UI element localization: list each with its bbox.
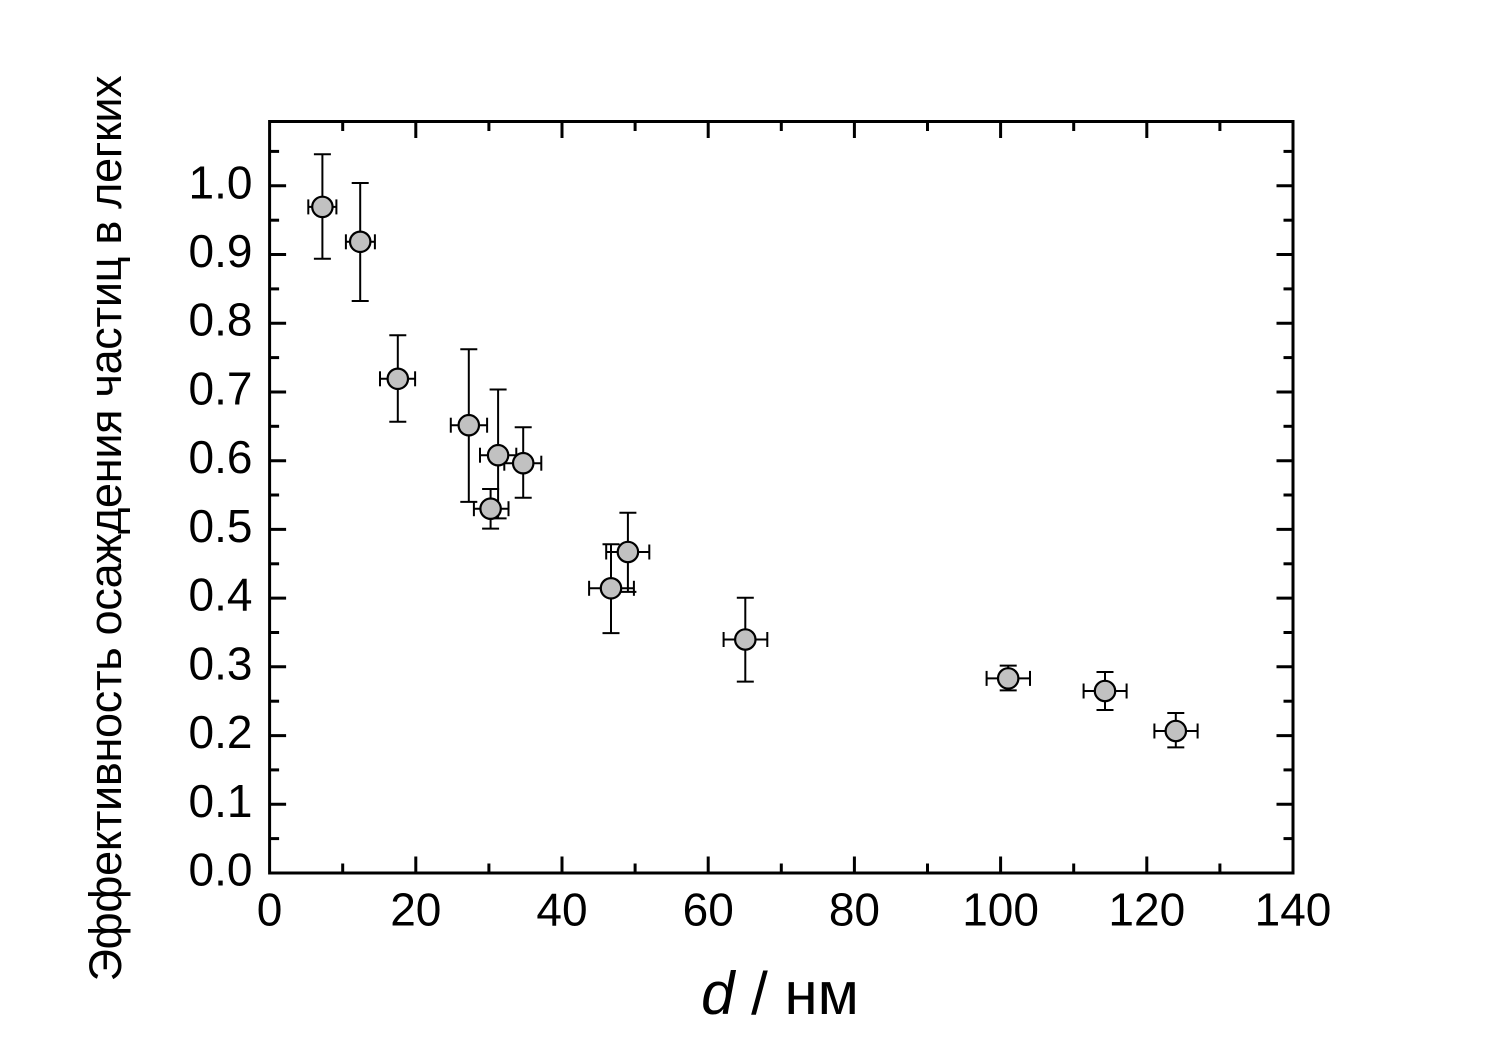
svg-text:100: 100 bbox=[962, 884, 1039, 936]
svg-text:40: 40 bbox=[536, 884, 587, 936]
svg-text:0.9: 0.9 bbox=[189, 225, 253, 277]
svg-text:0.4: 0.4 bbox=[189, 569, 253, 621]
svg-text:0.6: 0.6 bbox=[189, 431, 253, 483]
svg-text:140: 140 bbox=[1255, 884, 1332, 936]
svg-text:80: 80 bbox=[829, 884, 880, 936]
svg-text:0.7: 0.7 bbox=[189, 363, 253, 415]
svg-text:60: 60 bbox=[683, 884, 734, 936]
svg-text:0.1: 0.1 bbox=[189, 775, 253, 827]
svg-text:0.3: 0.3 bbox=[189, 637, 253, 689]
svg-text:0: 0 bbox=[257, 884, 283, 936]
svg-text:0.0: 0.0 bbox=[189, 844, 253, 896]
svg-text:120: 120 bbox=[1108, 884, 1185, 936]
svg-text:20: 20 bbox=[390, 884, 441, 936]
svg-text:0.2: 0.2 bbox=[189, 706, 253, 758]
svg-text:1.0: 1.0 bbox=[189, 156, 253, 208]
svg-text:d / нм: d / нм bbox=[701, 960, 859, 1027]
svg-text:0.5: 0.5 bbox=[189, 500, 253, 552]
svg-text:Эффективность осаждения частиц: Эффективность осаждения частиц в легких bbox=[80, 75, 131, 982]
svg-text:0.8: 0.8 bbox=[189, 294, 253, 346]
